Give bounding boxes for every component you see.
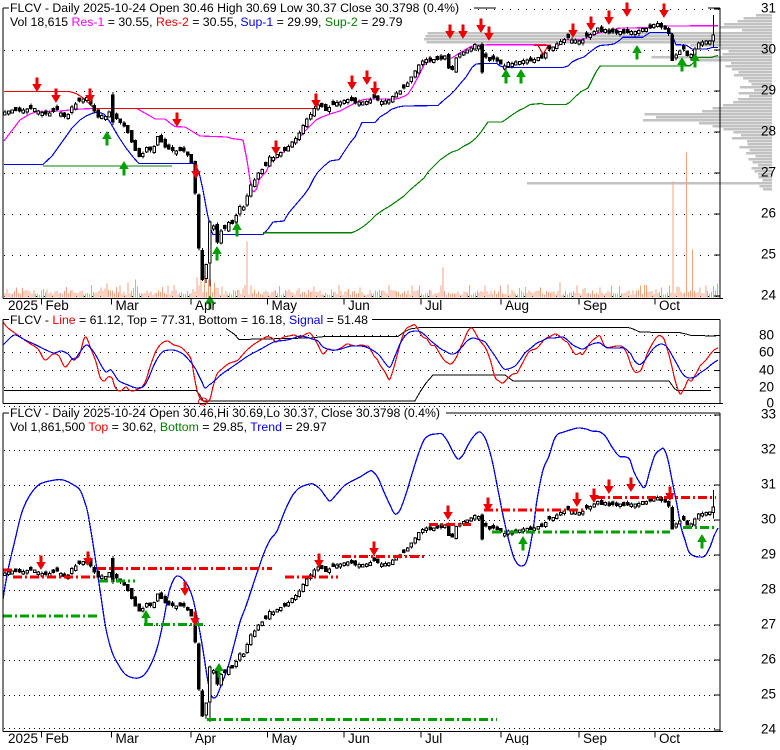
svg-text:Aug: Aug: [505, 298, 529, 313]
svg-text:Vol 18,615 Res-1 = 30.55, Res-: Vol 18,615 Res-1 = 30.55, Res-2 = 30.55,…: [10, 15, 403, 29]
svg-text:25: 25: [761, 247, 776, 262]
svg-text:Mar: Mar: [116, 298, 140, 313]
svg-text:Oct: Oct: [659, 731, 680, 745]
svg-text:25: 25: [761, 687, 776, 702]
svg-text:Vol 1,861,500 Top = 30.62, Bot: Vol 1,861,500 Top = 30.62, Bottom = 29.8…: [10, 420, 327, 434]
svg-text:30: 30: [761, 512, 776, 527]
svg-text:Jun: Jun: [348, 731, 370, 745]
svg-text:40: 40: [759, 362, 774, 377]
svg-text:29: 29: [761, 83, 776, 98]
svg-text:Jul: Jul: [425, 298, 442, 313]
svg-text:Aug: Aug: [505, 731, 529, 745]
svg-text:27: 27: [761, 617, 776, 632]
svg-text:2025: 2025: [8, 298, 38, 313]
svg-text:Sep: Sep: [583, 298, 607, 313]
svg-text:60: 60: [759, 345, 774, 360]
svg-text:May: May: [272, 298, 298, 313]
svg-text:May: May: [272, 731, 298, 745]
svg-text:0: 0: [766, 396, 774, 411]
svg-text:27: 27: [761, 165, 776, 180]
svg-text:Jun: Jun: [348, 298, 370, 313]
svg-text:28: 28: [761, 582, 776, 597]
svg-text:26: 26: [761, 652, 776, 667]
svg-text:30: 30: [761, 42, 776, 57]
svg-text:Apr: Apr: [195, 731, 217, 745]
svg-text:FLCV - Daily 2025-10-24 Open 3: FLCV - Daily 2025-10-24 Open 30.46 High …: [10, 1, 459, 15]
svg-text:20: 20: [759, 379, 774, 394]
svg-text:Mar: Mar: [116, 731, 140, 745]
svg-text:Feb: Feb: [46, 731, 69, 745]
svg-text:Feb: Feb: [46, 298, 69, 313]
svg-text:32: 32: [761, 442, 776, 457]
svg-text:24: 24: [761, 288, 777, 303]
svg-text:31: 31: [761, 1, 776, 16]
svg-text:Apr: Apr: [195, 298, 217, 313]
svg-text:Sep: Sep: [583, 731, 607, 745]
svg-text:24: 24: [761, 722, 777, 737]
svg-text:FLCV - Line = 61.12, Top = 77.: FLCV - Line = 61.12, Top = 77.31, Bottom…: [10, 313, 368, 327]
svg-text:26: 26: [761, 206, 776, 221]
svg-text:33: 33: [761, 407, 776, 422]
svg-text:Jul: Jul: [425, 731, 442, 745]
svg-text:28: 28: [761, 124, 776, 139]
svg-text:FLCV - Daily 2025-10-24 Open 3: FLCV - Daily 2025-10-24 Open 30.46,Hi 30…: [10, 406, 440, 420]
svg-text:Oct: Oct: [659, 298, 680, 313]
svg-text:31: 31: [761, 477, 776, 492]
svg-text:2025: 2025: [8, 731, 38, 745]
svg-text:29: 29: [761, 547, 776, 562]
svg-text:80: 80: [759, 327, 774, 342]
